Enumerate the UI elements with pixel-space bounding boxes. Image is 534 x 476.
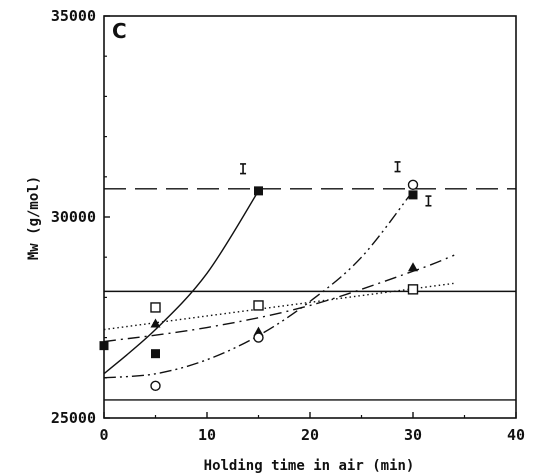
error-bar-2 — [425, 195, 432, 207]
y-tick-label-30000: 30000 — [51, 208, 96, 226]
error-bar-0 — [240, 163, 247, 175]
data-point-open-square-1 — [253, 300, 264, 311]
y-tick-label-25000: 25000 — [51, 409, 96, 427]
data-point-open-circle-1 — [253, 332, 264, 343]
error-bars — [240, 161, 432, 207]
x-tick-label-10: 10 — [198, 426, 216, 444]
data-point-filled-triangle-2 — [408, 262, 418, 272]
data-point-filled-square-1 — [151, 349, 160, 359]
data-point-open-square-0 — [150, 302, 161, 313]
y-tick-label-35000: 35000 — [51, 7, 96, 25]
data-markers — [99, 179, 419, 392]
x-tick-label-0: 0 — [99, 426, 108, 444]
fit-curve-dotted — [103, 282, 455, 331]
panel-label: C — [112, 19, 127, 43]
plot-frame — [103, 15, 517, 419]
error-bar-1 — [394, 161, 401, 173]
data-point-filled-square-3 — [408, 190, 418, 200]
reference-lines — [104, 188, 516, 401]
fit-curve-solid — [103, 190, 260, 375]
x-tick-label-20: 20 — [301, 426, 319, 444]
x-tick-label-30: 30 — [404, 426, 422, 444]
fit-curve-dash-dot-dot — [103, 190, 414, 379]
axis-ticks: 0 10 20 30 40 25000 30000 35000 — [51, 7, 525, 444]
x-tick-label-40: 40 — [507, 426, 525, 444]
y-axis-title: Mw (g/mol) — [26, 176, 42, 260]
data-point-open-circle-0 — [150, 380, 161, 392]
x-axis-title: Holding time in air (min) — [204, 458, 415, 474]
fit-curves — [103, 190, 455, 379]
data-point-open-square-2 — [407, 284, 419, 295]
data-point-filled-triangle-0 — [150, 318, 161, 328]
data-point-filled-square-2 — [254, 186, 263, 196]
data-point-open-circle-2 — [407, 179, 419, 191]
